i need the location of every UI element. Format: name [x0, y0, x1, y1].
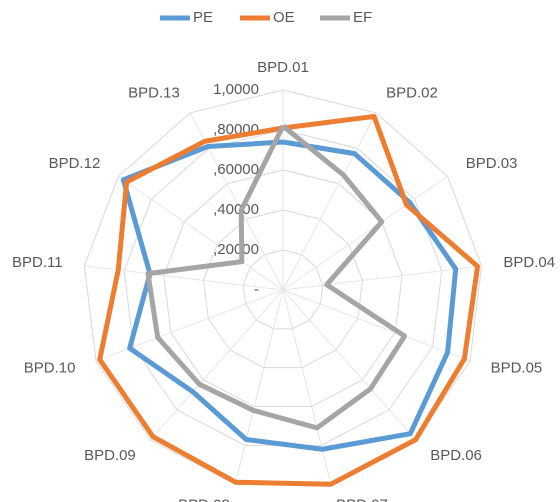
legend-label: EF: [353, 9, 372, 26]
category-label: BPD.07: [336, 497, 388, 502]
category-label: BPD.02: [386, 84, 438, 101]
grid-ring: [203, 209, 363, 369]
series-line: [145, 124, 408, 431]
category-label: BPD.13: [128, 84, 180, 101]
tick-label: -: [254, 281, 259, 298]
category-label: BPD.08: [178, 497, 230, 502]
category-label: BPD.06: [430, 447, 482, 464]
tick-label: ,20000: [213, 241, 259, 258]
spoke: [118, 175, 284, 291]
spoke: [282, 265, 482, 291]
category-label: BPD.10: [24, 360, 76, 377]
category-label: BPD.09: [84, 447, 136, 464]
category-label: BPD.03: [466, 155, 518, 172]
spoke: [282, 289, 471, 362]
category-label: BPD.12: [49, 155, 101, 172]
tick-label: ,60000: [213, 161, 259, 178]
category-label: BPD.04: [503, 254, 555, 271]
spoke: [282, 289, 416, 441]
tick-label: ,40000: [213, 201, 259, 218]
series-line: [97, 113, 481, 487]
category-label: BPD.05: [491, 360, 543, 377]
spoke: [95, 289, 284, 362]
category-label: BPD.01: [257, 59, 309, 76]
series-line: [120, 139, 459, 452]
legend-label: OE: [273, 9, 295, 26]
grid-ring: [242, 249, 324, 330]
legend-label: PE: [193, 9, 213, 26]
spoke: [282, 289, 332, 485]
spoke: [150, 289, 284, 441]
category-label: BPD.11: [12, 254, 63, 271]
tick-label: 1,0000: [213, 81, 259, 98]
grid-ring: [163, 169, 403, 408]
spoke: [282, 112, 377, 291]
spoke: [282, 175, 448, 291]
spoke: [234, 289, 284, 485]
